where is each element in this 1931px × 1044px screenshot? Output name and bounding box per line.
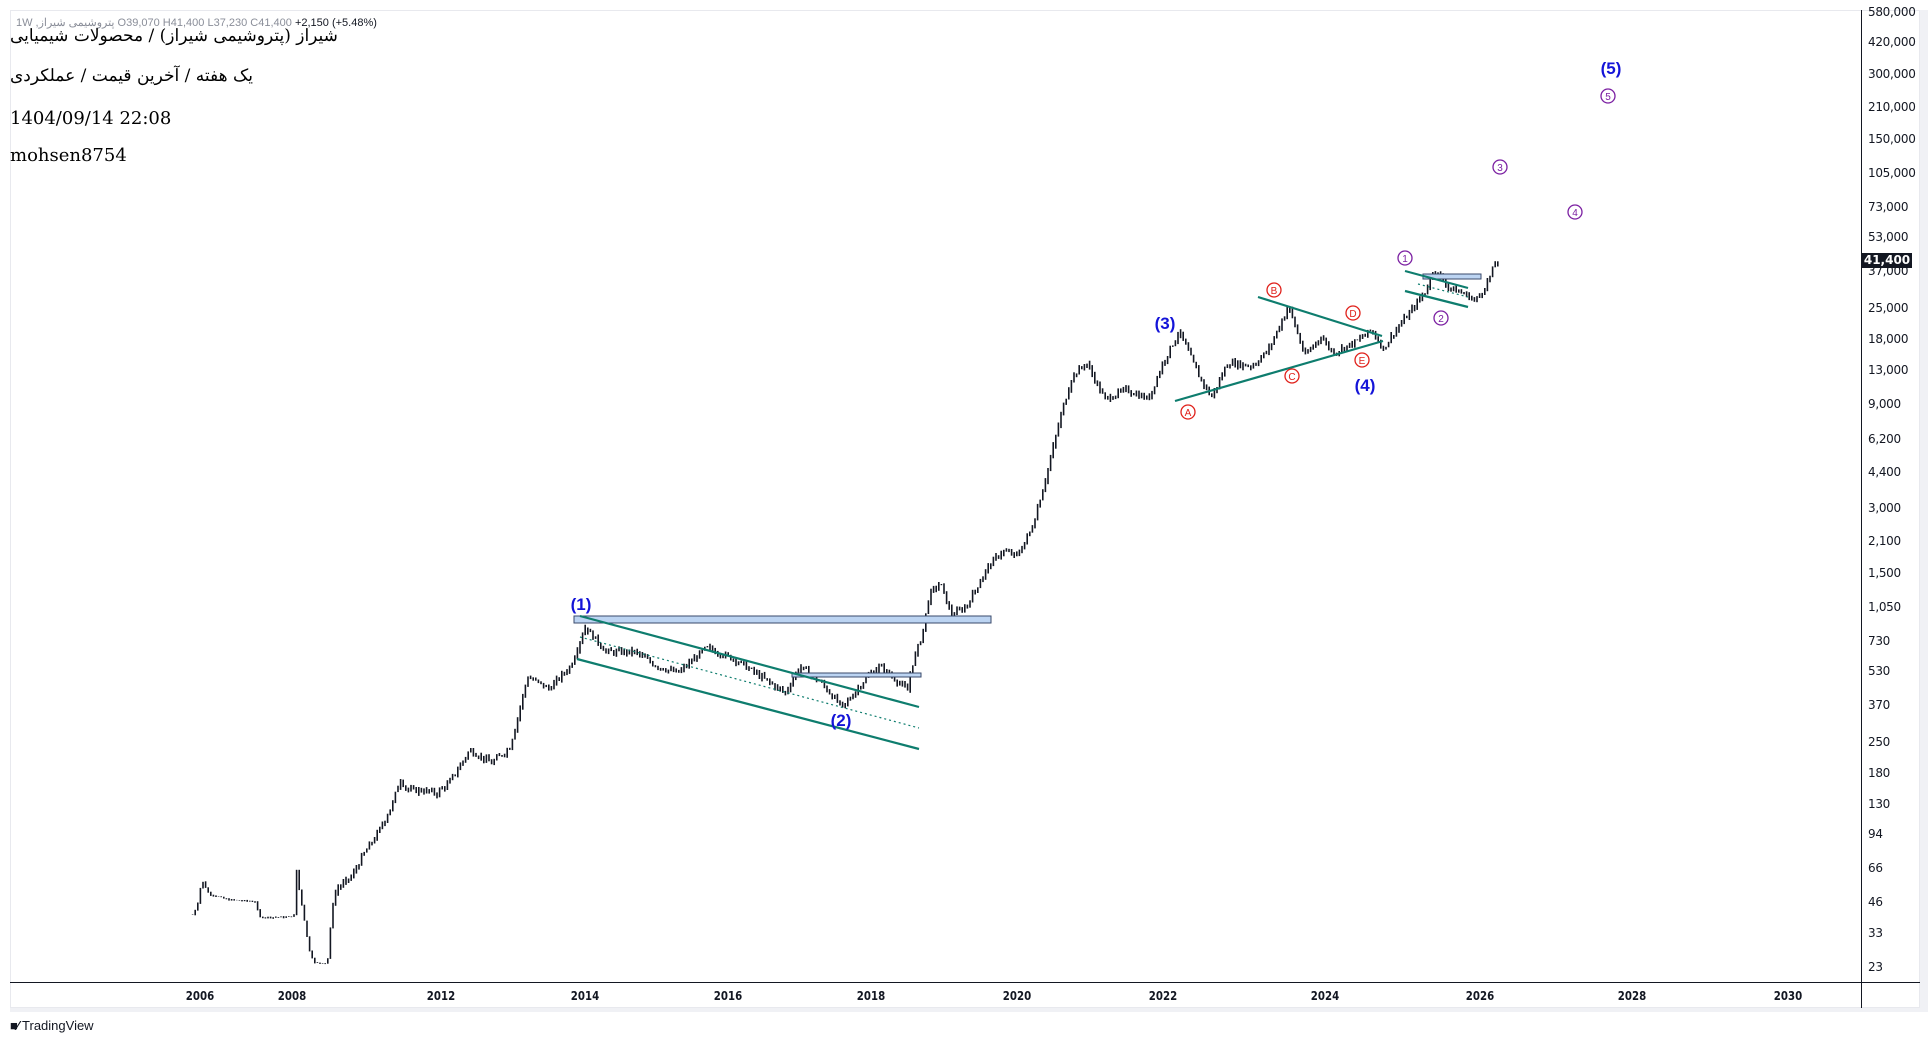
- price-tick: 18,000: [1868, 331, 1909, 346]
- wave-label-3[interactable]: (3): [1155, 314, 1176, 333]
- triangle-lower-line[interactable]: [1174, 339, 1384, 403]
- channel-lower-line[interactable]: [576, 657, 920, 751]
- chart-title: شیراز (پتروشیمی شیراز) / محصولات شیمیایی: [10, 26, 338, 46]
- breakout-zone-2018[interactable]: [791, 672, 922, 678]
- ohlc-bars: [191, 261, 1499, 965]
- minor-channel-lower-line[interactable]: [1404, 289, 1469, 309]
- triangle-label-d[interactable]: D: [1349, 309, 1356, 320]
- minor-wave-label-1[interactable]: 1: [1402, 254, 1408, 265]
- price-tick: 250: [1868, 735, 1891, 750]
- price-tick: 130: [1868, 796, 1891, 811]
- triangle-label-e-circle: [1354, 352, 1370, 368]
- time-axis-strip: [10, 1008, 1928, 1012]
- minor-wave-label-4[interactable]: 4: [1572, 208, 1578, 219]
- triangle-label-d-circle: [1345, 305, 1361, 321]
- minor-channel-upper-line[interactable]: [1404, 269, 1469, 290]
- time-axis-line: [10, 982, 1920, 983]
- channel-mid-line[interactable]: [579, 636, 920, 729]
- price-tick: 13,000: [1868, 362, 1909, 377]
- time-tick: 2024: [1310, 989, 1340, 1003]
- chart-frame[interactable]: [10, 10, 1920, 1008]
- price-tick: 300,000: [1868, 66, 1916, 81]
- price-tick: 3,000: [1868, 500, 1901, 515]
- price-tick: 370: [1868, 698, 1891, 713]
- chart-author: mohsen8754: [10, 145, 127, 166]
- tradingview-logo[interactable]: ■∕ TradingView: [10, 1018, 94, 1033]
- minor-wave-label-5-circle: [1600, 88, 1616, 104]
- price-tick: 180: [1868, 766, 1891, 781]
- resistance-zone-wave-1[interactable]: [573, 615, 992, 624]
- minor-wave-label-3-circle: [1492, 159, 1508, 175]
- chart-subtitle: یک هفته / آخرین قیمت / عملکردی: [10, 66, 253, 86]
- price-tick: 1,050: [1868, 599, 1901, 614]
- triangle-label-a-circle: [1180, 404, 1196, 420]
- price-tick: 6,200: [1868, 432, 1901, 447]
- time-tick: 2020: [1002, 989, 1032, 1003]
- wave-label-2[interactable]: (2): [831, 711, 852, 730]
- price-tick: 25,000: [1868, 300, 1909, 315]
- price-tick: 9,000: [1868, 397, 1901, 412]
- price-tick: 46: [1868, 894, 1883, 909]
- legend-change: +2,150 (+5.48%): [294, 17, 377, 29]
- time-tick: 2030: [1773, 989, 1803, 1003]
- time-tick: 2012: [426, 989, 456, 1003]
- time-tick: 2028: [1617, 989, 1647, 1003]
- price-tick: 150,000: [1868, 132, 1916, 147]
- price-axis-strip[interactable]: [1920, 10, 1928, 1008]
- time-tick: 2026: [1465, 989, 1495, 1003]
- price-tick: 66: [1868, 860, 1883, 875]
- price-tick: 530: [1868, 664, 1891, 679]
- legend-high: H41,400: [162, 17, 205, 29]
- time-tick: 2016: [713, 989, 743, 1003]
- minor-wave-label-4-circle: [1567, 204, 1583, 220]
- time-tick: 2008: [277, 989, 307, 1003]
- triangle-label-c[interactable]: C: [1288, 372, 1295, 383]
- wave-label-5[interactable]: (5): [1601, 59, 1622, 78]
- price-tick: 23: [1868, 960, 1883, 974]
- price-tick: 4,400: [1868, 464, 1901, 479]
- price-tick: 53,000: [1868, 230, 1909, 245]
- price-tick: 105,000: [1868, 165, 1916, 180]
- price-tick: 94: [1868, 827, 1883, 842]
- triangle-label-e[interactable]: E: [1359, 356, 1366, 367]
- channel-upper-line[interactable]: [579, 614, 920, 709]
- legend-symbol: پتروشیمی شیراز, 1W: [16, 17, 115, 29]
- triangle-label-b[interactable]: B: [1271, 286, 1278, 297]
- minor-wave-label-5[interactable]: 5: [1605, 92, 1611, 103]
- minor-wave-label-3[interactable]: 3: [1497, 163, 1503, 174]
- price-tick: 580,000: [1868, 4, 1916, 19]
- time-tick: 2022: [1148, 989, 1178, 1003]
- time-tick: 2018: [856, 989, 886, 1003]
- legend-open: O39,070: [117, 17, 160, 29]
- minor-channel-mid-line[interactable]: [1417, 283, 1469, 298]
- price-tick: 73,000: [1868, 199, 1909, 214]
- tradingview-brand: TradingView: [22, 1018, 94, 1033]
- legend-low: L37,230: [207, 17, 248, 29]
- price-tick: 2,100: [1868, 534, 1901, 549]
- time-tick: 2014: [570, 989, 600, 1003]
- minor-wave-label-2[interactable]: 2: [1438, 314, 1444, 325]
- last-price-badge: 41,400: [1862, 253, 1912, 268]
- triangle-label-a[interactable]: A: [1185, 408, 1192, 419]
- price-tick: 420,000: [1868, 34, 1916, 49]
- price-tick: 210,000: [1868, 100, 1916, 115]
- ohlc-legend[interactable]: پتروشیمی شیراز, 1W O39,070 H41,400 L37,2…: [16, 16, 377, 29]
- price-tick: 1,500: [1868, 566, 1901, 581]
- price-axis-line: [1861, 10, 1862, 1008]
- triangle-label-c-circle: [1284, 368, 1300, 384]
- price-tick: 33: [1868, 925, 1883, 940]
- tradingview-mark-icon: ■∕: [10, 1018, 19, 1033]
- wave-label-4[interactable]: (4): [1355, 376, 1376, 395]
- triangle-upper-line[interactable]: [1257, 295, 1383, 338]
- wave-label-1[interactable]: (1): [571, 595, 592, 614]
- chart-datetime: 1404/09/14 22:08: [10, 108, 172, 129]
- legend-close: C41,400: [250, 17, 292, 29]
- time-tick: 2006: [185, 989, 214, 1003]
- triangle-label-b-circle: [1266, 282, 1282, 298]
- minor-wave-label-2-circle: [1433, 310, 1449, 326]
- price-tick: 730: [1868, 634, 1891, 649]
- minor-wave-label-1-circle: [1397, 250, 1413, 266]
